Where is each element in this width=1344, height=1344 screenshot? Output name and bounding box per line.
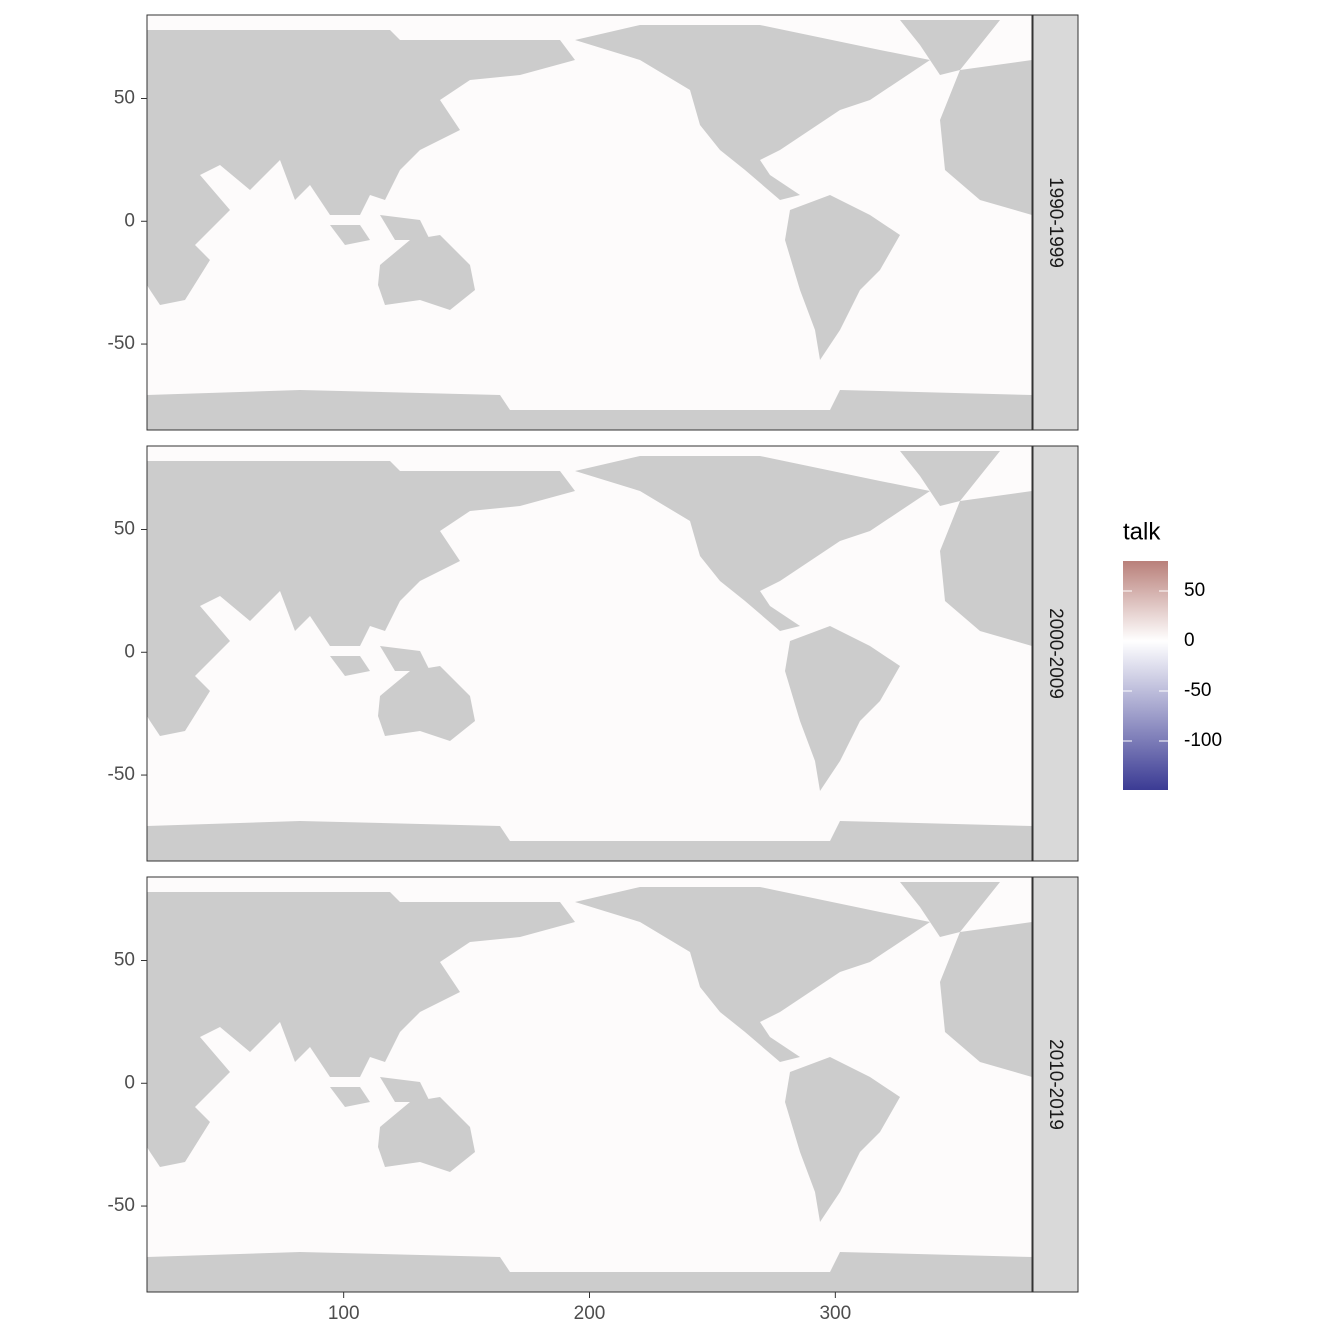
x-tick-label: 300: [819, 1303, 851, 1324]
y-tick-label: -50: [108, 764, 135, 785]
panel-border: [146, 445, 1033, 862]
legend-label: 50: [1184, 580, 1205, 601]
strip: [1032, 14, 1079, 431]
legend-title: talk: [1123, 518, 1161, 545]
strip-label: 2010-2019: [1045, 1039, 1066, 1130]
y-tick-label: -50: [108, 333, 135, 354]
panel-border: [146, 14, 1033, 431]
y-tick-label: -50: [108, 1195, 135, 1216]
y-tick-label: 50: [114, 519, 135, 540]
colorbar: [1123, 561, 1168, 790]
map: [147, 446, 1032, 861]
strip: [1032, 876, 1079, 1293]
y-tick-label: 50: [114, 88, 135, 109]
panel: [147, 15, 1032, 430]
panel: [147, 446, 1032, 861]
legend-label: 0: [1184, 630, 1195, 651]
legend-label: -50: [1184, 680, 1211, 701]
y-tick-label: 0: [124, 210, 135, 231]
y-tick-label: 50: [114, 950, 135, 971]
y-tick-label: 0: [124, 1072, 135, 1093]
map: [147, 877, 1032, 1292]
x-tick-label: 100: [328, 1303, 360, 1324]
strip: [1032, 445, 1079, 862]
x-tick-label: 200: [574, 1303, 606, 1324]
map: [147, 15, 1032, 430]
legend-label: -100: [1184, 730, 1222, 751]
panel: [147, 877, 1032, 1292]
strip-label: 1990-1999: [1045, 177, 1066, 268]
strip-label: 2000-2009: [1045, 608, 1066, 699]
y-tick-label: 0: [124, 641, 135, 662]
